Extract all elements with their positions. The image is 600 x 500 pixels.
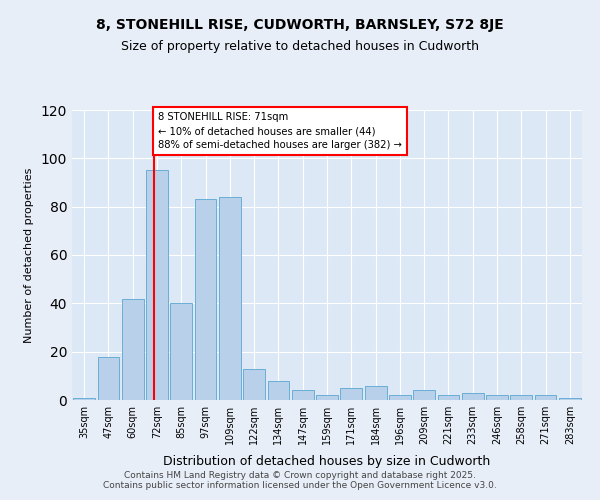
- Bar: [243, 368, 265, 400]
- Bar: [486, 395, 508, 400]
- Bar: [292, 390, 314, 400]
- X-axis label: Distribution of detached houses by size in Cudworth: Distribution of detached houses by size …: [163, 456, 491, 468]
- Bar: [316, 395, 338, 400]
- Bar: [511, 395, 532, 400]
- Bar: [559, 398, 581, 400]
- Y-axis label: Number of detached properties: Number of detached properties: [24, 168, 34, 342]
- Bar: [122, 298, 143, 400]
- Bar: [170, 304, 192, 400]
- Bar: [219, 197, 241, 400]
- Bar: [194, 200, 217, 400]
- Text: Contains HM Land Registry data © Crown copyright and database right 2025.
Contai: Contains HM Land Registry data © Crown c…: [103, 470, 497, 490]
- Text: 8 STONEHILL RISE: 71sqm
← 10% of detached houses are smaller (44)
88% of semi-de: 8 STONEHILL RISE: 71sqm ← 10% of detache…: [158, 112, 403, 150]
- Bar: [340, 388, 362, 400]
- Bar: [437, 395, 460, 400]
- Bar: [413, 390, 435, 400]
- Bar: [462, 393, 484, 400]
- Bar: [73, 398, 95, 400]
- Bar: [389, 395, 411, 400]
- Text: Size of property relative to detached houses in Cudworth: Size of property relative to detached ho…: [121, 40, 479, 53]
- Bar: [365, 386, 386, 400]
- Bar: [97, 356, 119, 400]
- Bar: [268, 380, 289, 400]
- Bar: [146, 170, 168, 400]
- Bar: [535, 395, 556, 400]
- Text: 8, STONEHILL RISE, CUDWORTH, BARNSLEY, S72 8JE: 8, STONEHILL RISE, CUDWORTH, BARNSLEY, S…: [96, 18, 504, 32]
